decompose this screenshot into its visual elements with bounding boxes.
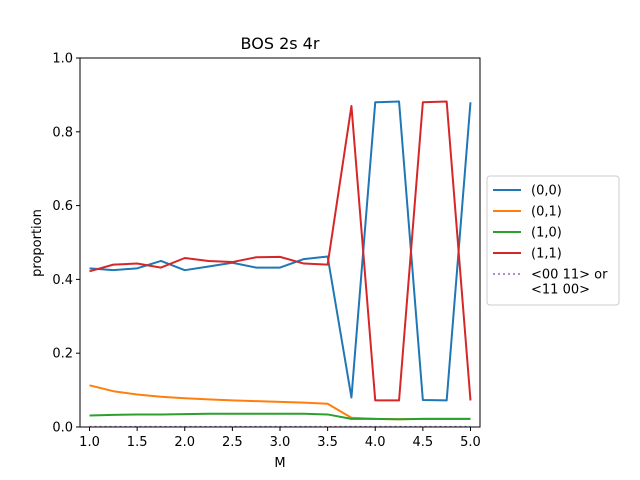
series-lines [89,100,472,427]
legend-label: (0,0) [531,184,562,199]
legend-box [486,175,620,306]
x-tick-label: 4.0 [365,435,386,450]
x-tick-label: 5.0 [460,435,481,450]
x-tick-label: 2.5 [222,435,243,450]
y-tick-label: 0.0 [52,421,73,436]
y-tick-label: 0.6 [52,199,73,214]
series-line-3 [89,100,472,402]
x-tick-label: 3.5 [317,435,338,450]
y-tick-label: 0.8 [52,125,73,140]
x-tick-label: 4.5 [413,435,434,450]
legend-label: (0,1) [531,205,562,220]
x-tick-label: 2.0 [174,435,195,450]
legend: (0,0) (0,1) (1,0) (1,1) <00 11> or <11 00> [486,175,620,306]
y-axis-label: proportion [30,209,45,277]
x-axis: 1.0 1.5 2.0 2.5 3.0 3.5 4.0 4.5 5.0 [79,427,481,450]
legend-label: <00 11> or <11 00> [531,268,608,298]
y-tick-label: 0.4 [52,273,73,288]
x-tick-label: 1.5 [127,435,148,450]
x-tick-label: 3.0 [270,435,291,450]
y-tick-label: 1.0 [52,52,73,67]
legend-label: (1,0) [531,226,562,241]
chart-title: BOS 2s 4r [241,34,320,53]
x-tick-label: 1.0 [79,435,100,450]
y-axis: 0.0 0.2 0.4 0.6 0.8 1.0 [52,52,80,436]
series-line-2 [89,412,471,421]
plot-frame [79,57,481,428]
x-axis-label: M [274,456,285,471]
legend-label: (1,1) [531,247,562,262]
series-line-0 [89,100,472,402]
y-tick-label: 0.2 [52,347,73,362]
